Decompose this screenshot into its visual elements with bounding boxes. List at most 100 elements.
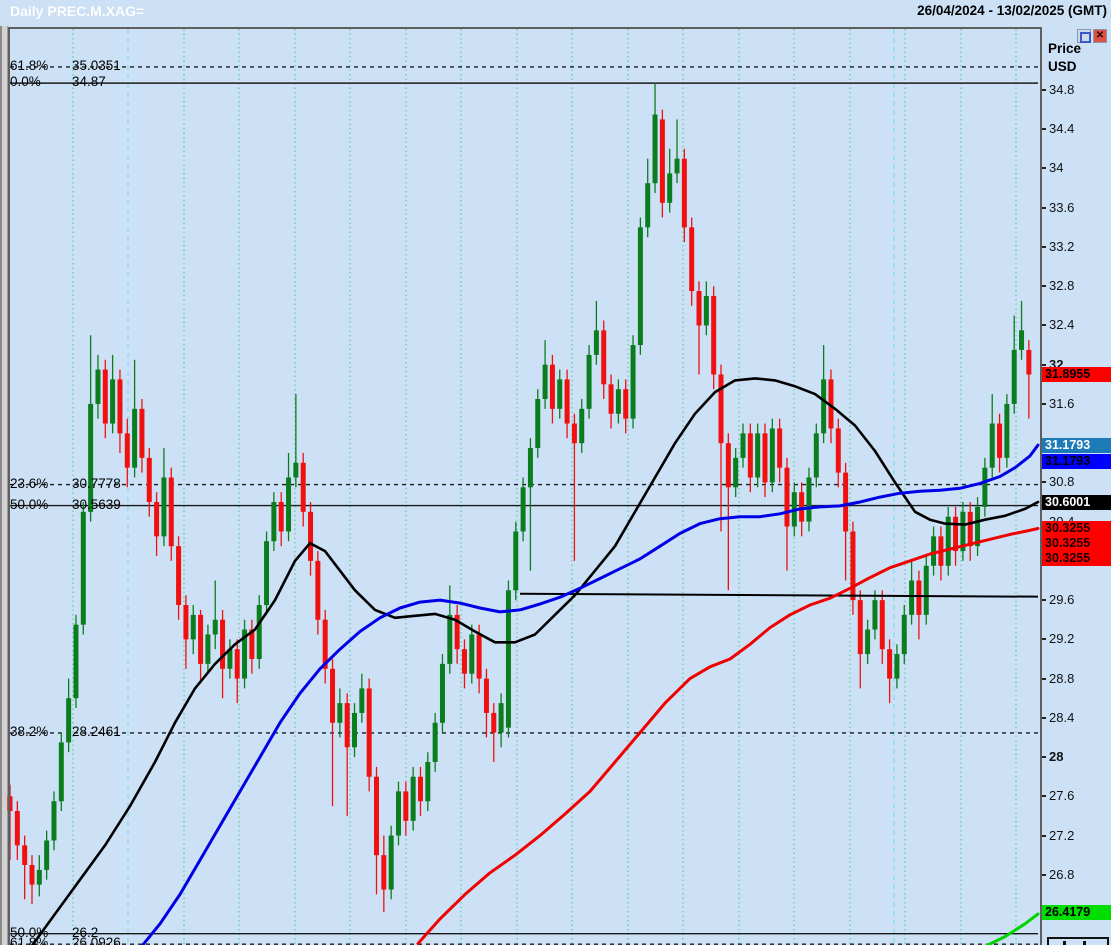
candle-body [95,369,101,404]
candle-body [29,864,35,885]
candle-body [176,546,182,606]
candle-body [784,467,790,527]
candle-body [439,663,445,723]
price-tick-label: 34.4 [1049,121,1075,137]
candle-body [330,668,336,723]
price-tick-mark [1040,402,1046,405]
price-tick-mark [1040,599,1046,602]
ma-blue [140,443,1040,945]
price-tick-mark [1040,481,1046,484]
trendline [519,592,1039,598]
candle-body [110,379,116,424]
ma-black [30,377,1040,945]
candle-body [66,698,72,743]
candle-body [139,408,145,458]
candle-body [146,457,152,503]
candle-body [887,649,893,679]
candle-body [359,688,365,713]
price-tick-mark [1040,324,1046,327]
candle-body [747,433,753,478]
candle-body [198,614,204,664]
candle-body [667,173,673,203]
candle-body [945,516,951,566]
candle-body [740,433,746,458]
candle-body [645,183,651,228]
candle-body [755,433,761,478]
price-tick-label: 29.6 [1049,592,1075,608]
candle-body [44,840,50,870]
candle-body [953,516,959,552]
candle-body [234,649,240,679]
close-button[interactable]: ✕ [1093,29,1107,43]
price-tick-mark [1040,363,1046,366]
candle-body [527,448,533,488]
candle-body [659,119,665,203]
candle-body [352,712,358,748]
axis-scale-widget[interactable] [1047,937,1109,945]
candle-body [425,761,431,802]
candle-body [315,560,321,620]
candle-body [608,384,614,414]
candle-body [51,801,57,841]
candle-body [777,428,783,468]
price-tick-mark [1040,89,1046,91]
price-tick-mark [1040,128,1046,131]
candle-body [454,614,460,650]
price-tick-mark [1040,206,1046,209]
candle-body [718,374,724,444]
price-badge: 30.3255 [1042,536,1111,552]
candle-body [80,511,86,625]
candle-body [901,614,907,655]
candle-body [366,688,372,777]
candle-body [124,433,130,468]
price-tick-mark [1040,245,1046,248]
price-tick-mark [1040,638,1046,641]
candle-body [696,291,702,326]
price-tick-mark [1040,716,1046,719]
price-tick-label: 33.2 [1049,238,1075,254]
candle-body [857,600,863,655]
price-tick-label: 32.4 [1049,317,1075,333]
candle-body [557,379,563,409]
candle-body [806,477,812,522]
price-badge: 30.3255 [1042,551,1111,567]
candle-body [381,855,387,890]
candle-body [483,678,489,713]
price-tick-label: 32.8 [1049,278,1075,294]
candle-body [300,462,306,512]
candle-body [652,114,658,184]
price-tick-label: 30.8 [1049,474,1075,490]
candle-body [762,433,768,483]
price-badge: 30.6001 [1042,494,1111,510]
price-tick-mark [1040,167,1046,170]
price-tick-mark [1040,756,1046,759]
candle-body [132,408,138,468]
candle-body [725,443,731,488]
close-icon: ✕ [1095,30,1105,41]
candle-body [505,590,511,728]
candle-body [286,477,292,532]
candle-body [58,742,64,802]
candle-body [813,433,819,478]
candle-body [293,462,299,478]
price-tick-label: 33.6 [1049,199,1075,215]
candle-body [865,629,871,655]
candle-body [513,531,519,591]
candle-body [212,619,218,635]
ma-red [416,527,1040,945]
candle-body [205,634,211,664]
candle-body [102,369,108,424]
price-badge: 30.3255 [1042,521,1111,537]
candle-body [88,403,94,512]
price-tick-label: 28.4 [1049,709,1075,725]
candle-body [469,634,475,674]
candle-body [821,379,827,434]
date-range: 26/04/2024 - 13/02/2025 (GMT) [917,3,1107,18]
scale-widget-mark [1083,941,1086,945]
candle-body [637,227,643,346]
restore-button[interactable] [1077,29,1091,43]
price-tick-mark [1040,834,1046,837]
price-tick-label: 27.6 [1049,788,1075,804]
candle-body [571,423,577,444]
